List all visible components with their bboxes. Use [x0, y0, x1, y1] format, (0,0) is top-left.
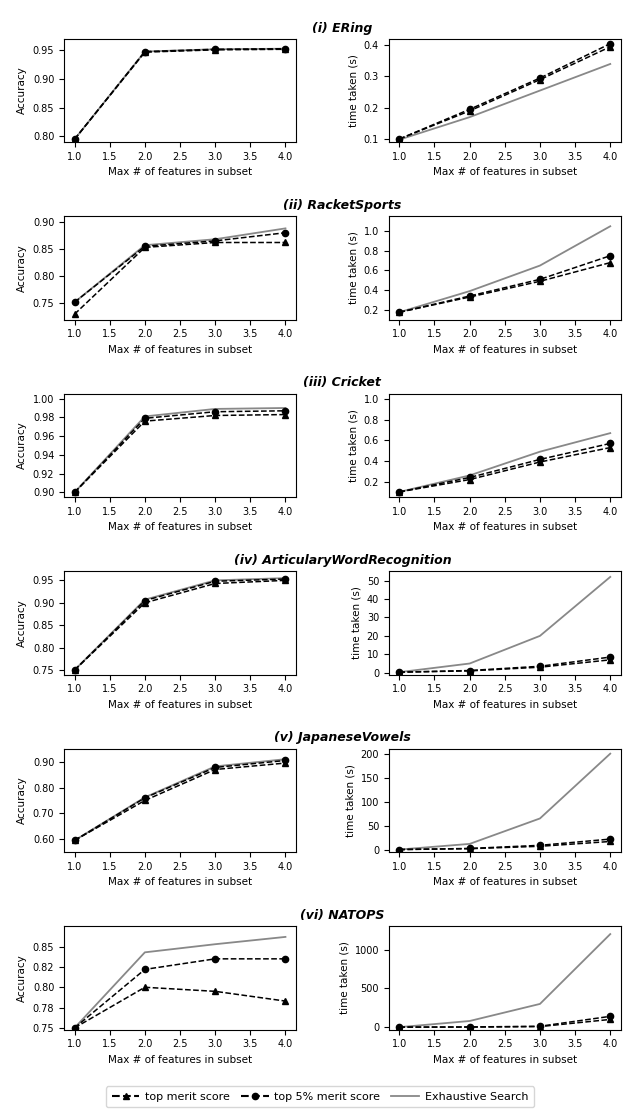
- Text: (vi) NATOPS: (vi) NATOPS: [300, 909, 385, 922]
- Text: (ii) RacketSports: (ii) RacketSports: [284, 199, 401, 211]
- Legend: top merit score, top 5% merit score, Exhaustive Search: top merit score, top 5% merit score, Exh…: [106, 1086, 534, 1107]
- Text: (iv) ArticularyWordRecognition: (iv) ArticularyWordRecognition: [234, 554, 451, 567]
- Y-axis label: time taken (s): time taken (s): [351, 587, 361, 659]
- X-axis label: Max # of features in subset: Max # of features in subset: [108, 522, 252, 532]
- Y-axis label: Accuracy: Accuracy: [17, 67, 28, 115]
- Y-axis label: Accuracy: Accuracy: [17, 599, 27, 647]
- Y-axis label: time taken (s): time taken (s): [348, 410, 358, 482]
- Y-axis label: time taken (s): time taken (s): [348, 55, 358, 127]
- Y-axis label: time taken (s): time taken (s): [345, 764, 355, 837]
- X-axis label: Max # of features in subset: Max # of features in subset: [108, 877, 252, 887]
- X-axis label: Max # of features in subset: Max # of features in subset: [108, 1055, 252, 1065]
- Y-axis label: time taken (s): time taken (s): [339, 942, 349, 1014]
- X-axis label: Max # of features in subset: Max # of features in subset: [433, 700, 577, 710]
- Y-axis label: Accuracy: Accuracy: [17, 422, 28, 470]
- Y-axis label: Accuracy: Accuracy: [17, 244, 27, 292]
- Text: (iii) Cricket: (iii) Cricket: [303, 376, 381, 390]
- Y-axis label: Accuracy: Accuracy: [17, 954, 27, 1002]
- Y-axis label: time taken (s): time taken (s): [348, 232, 358, 305]
- Y-axis label: Accuracy: Accuracy: [17, 777, 28, 825]
- X-axis label: Max # of features in subset: Max # of features in subset: [108, 700, 252, 710]
- X-axis label: Max # of features in subset: Max # of features in subset: [108, 167, 252, 177]
- X-axis label: Max # of features in subset: Max # of features in subset: [433, 167, 577, 177]
- X-axis label: Max # of features in subset: Max # of features in subset: [433, 345, 577, 355]
- Text: (v) JapaneseVowels: (v) JapaneseVowels: [274, 731, 411, 745]
- X-axis label: Max # of features in subset: Max # of features in subset: [433, 522, 577, 532]
- X-axis label: Max # of features in subset: Max # of features in subset: [433, 877, 577, 887]
- X-axis label: Max # of features in subset: Max # of features in subset: [433, 1055, 577, 1065]
- Text: (i) ERing: (i) ERing: [312, 21, 372, 35]
- X-axis label: Max # of features in subset: Max # of features in subset: [108, 345, 252, 355]
